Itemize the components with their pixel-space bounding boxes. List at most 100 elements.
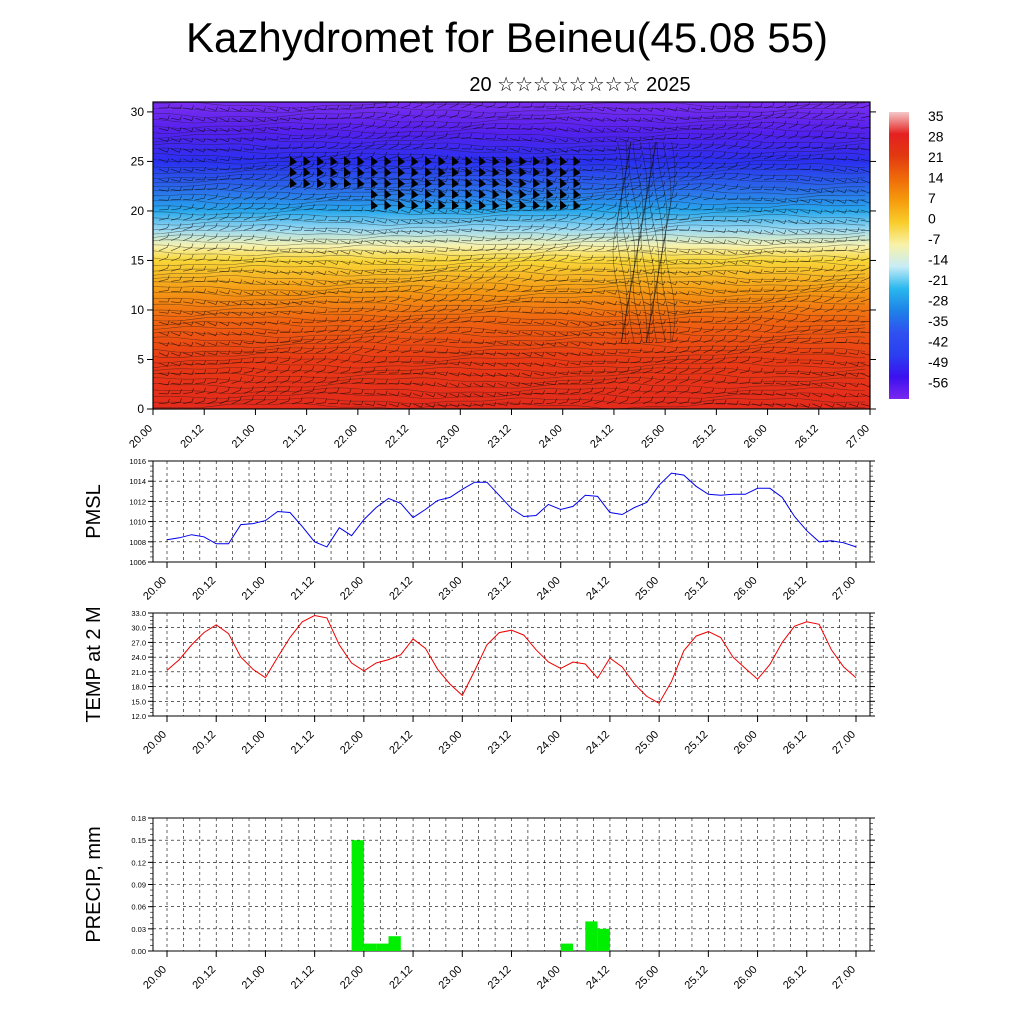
wind-barb	[739, 103, 751, 109]
wind-barb	[461, 208, 472, 214]
streamline	[153, 366, 866, 374]
wind-barb	[824, 132, 836, 139]
jet-barb	[384, 167, 392, 177]
wind-barb	[594, 183, 606, 190]
wind-barb	[667, 225, 678, 231]
wind-barb	[231, 311, 242, 316]
wind-barb	[388, 335, 400, 343]
wind-barb	[425, 229, 436, 234]
wind-barb	[618, 173, 630, 180]
wind-barb	[836, 327, 848, 333]
wind-barb	[316, 270, 327, 276]
wind-barb	[703, 326, 715, 333]
wind-barb	[824, 315, 835, 323]
wind-barb	[654, 386, 666, 394]
wind-barb	[558, 298, 569, 304]
wind-barb	[727, 228, 739, 234]
wind-barb	[231, 396, 242, 405]
wind-barb	[219, 137, 230, 143]
wind-barb	[570, 310, 581, 316]
x-tick-label: 27.00	[830, 964, 858, 992]
wind-barb	[812, 304, 823, 313]
wind-barb	[751, 141, 762, 150]
wind-barb	[195, 194, 206, 201]
wind-barb	[171, 186, 182, 191]
wind-barb	[618, 146, 630, 151]
wind-barb	[376, 111, 388, 119]
wind-barb	[388, 239, 399, 245]
wind-barb	[558, 204, 569, 211]
wind-barb	[546, 371, 557, 376]
wind-barb	[437, 102, 447, 109]
wind-barb	[461, 227, 473, 233]
wind-barb	[473, 392, 484, 398]
wind-barb	[630, 320, 642, 326]
wind-barb	[642, 329, 654, 335]
wind-barb	[630, 396, 641, 405]
wind-barb	[655, 116, 666, 122]
wind-barb	[171, 298, 182, 304]
wind-barb	[630, 376, 642, 384]
wind-barb	[340, 239, 351, 245]
wind-barb	[195, 243, 206, 252]
streamline	[153, 387, 866, 394]
wind-barb	[158, 158, 170, 163]
streamline	[624, 141, 636, 343]
wind-barb	[751, 356, 763, 364]
wind-barb	[413, 248, 424, 254]
streamline	[153, 305, 866, 313]
wind-barb	[763, 357, 775, 364]
wind-barb	[582, 106, 593, 111]
wind-barb	[788, 229, 799, 235]
wind-barb	[654, 300, 666, 306]
wind-barb	[376, 229, 387, 235]
wind-barb	[364, 378, 376, 384]
jet-barb	[479, 156, 486, 166]
streamline	[153, 208, 866, 216]
wind-barb	[400, 276, 412, 282]
wind-barb	[570, 397, 581, 405]
wind-barb	[449, 246, 461, 252]
wind-barb	[667, 337, 678, 343]
wind-barb	[279, 116, 291, 122]
wind-barb	[376, 356, 388, 364]
wind-barb	[800, 131, 811, 139]
wind-barb	[679, 327, 691, 333]
wind-barb	[231, 107, 242, 112]
wind-barb	[521, 215, 533, 221]
wind-barb	[219, 386, 230, 394]
wind-barb	[691, 270, 702, 276]
jet-barb	[290, 178, 297, 188]
wind-barb	[304, 365, 315, 374]
wind-barb	[352, 315, 363, 323]
jet-barb	[546, 200, 554, 210]
wind-barb	[352, 172, 364, 180]
wind-barb	[328, 193, 339, 201]
wind-barb	[316, 204, 327, 211]
wind-barb	[304, 299, 315, 305]
streamline	[153, 300, 866, 308]
wind-barb	[412, 209, 424, 214]
wind-barb	[219, 106, 230, 112]
wind-barb	[570, 243, 581, 252]
jet-barb	[533, 156, 540, 166]
wind-barb	[860, 102, 870, 109]
precip-bar	[585, 921, 598, 951]
wind-barb	[400, 324, 412, 333]
wind-barb	[776, 357, 787, 364]
wind-barb	[171, 104, 182, 110]
wind-barb	[292, 327, 303, 333]
wind-barb	[485, 146, 497, 151]
wind-barb	[461, 402, 472, 408]
wind-barb	[231, 358, 243, 364]
wind-barb	[183, 388, 194, 394]
wind-barb	[340, 345, 351, 354]
wind-barb	[279, 134, 291, 140]
wind-barb	[388, 152, 400, 160]
wind-barb	[655, 319, 666, 325]
wind-barb	[364, 345, 375, 354]
wind-barb	[376, 259, 388, 264]
wind-barb	[715, 289, 727, 294]
wind-barb	[776, 102, 787, 109]
streamline	[153, 356, 866, 364]
